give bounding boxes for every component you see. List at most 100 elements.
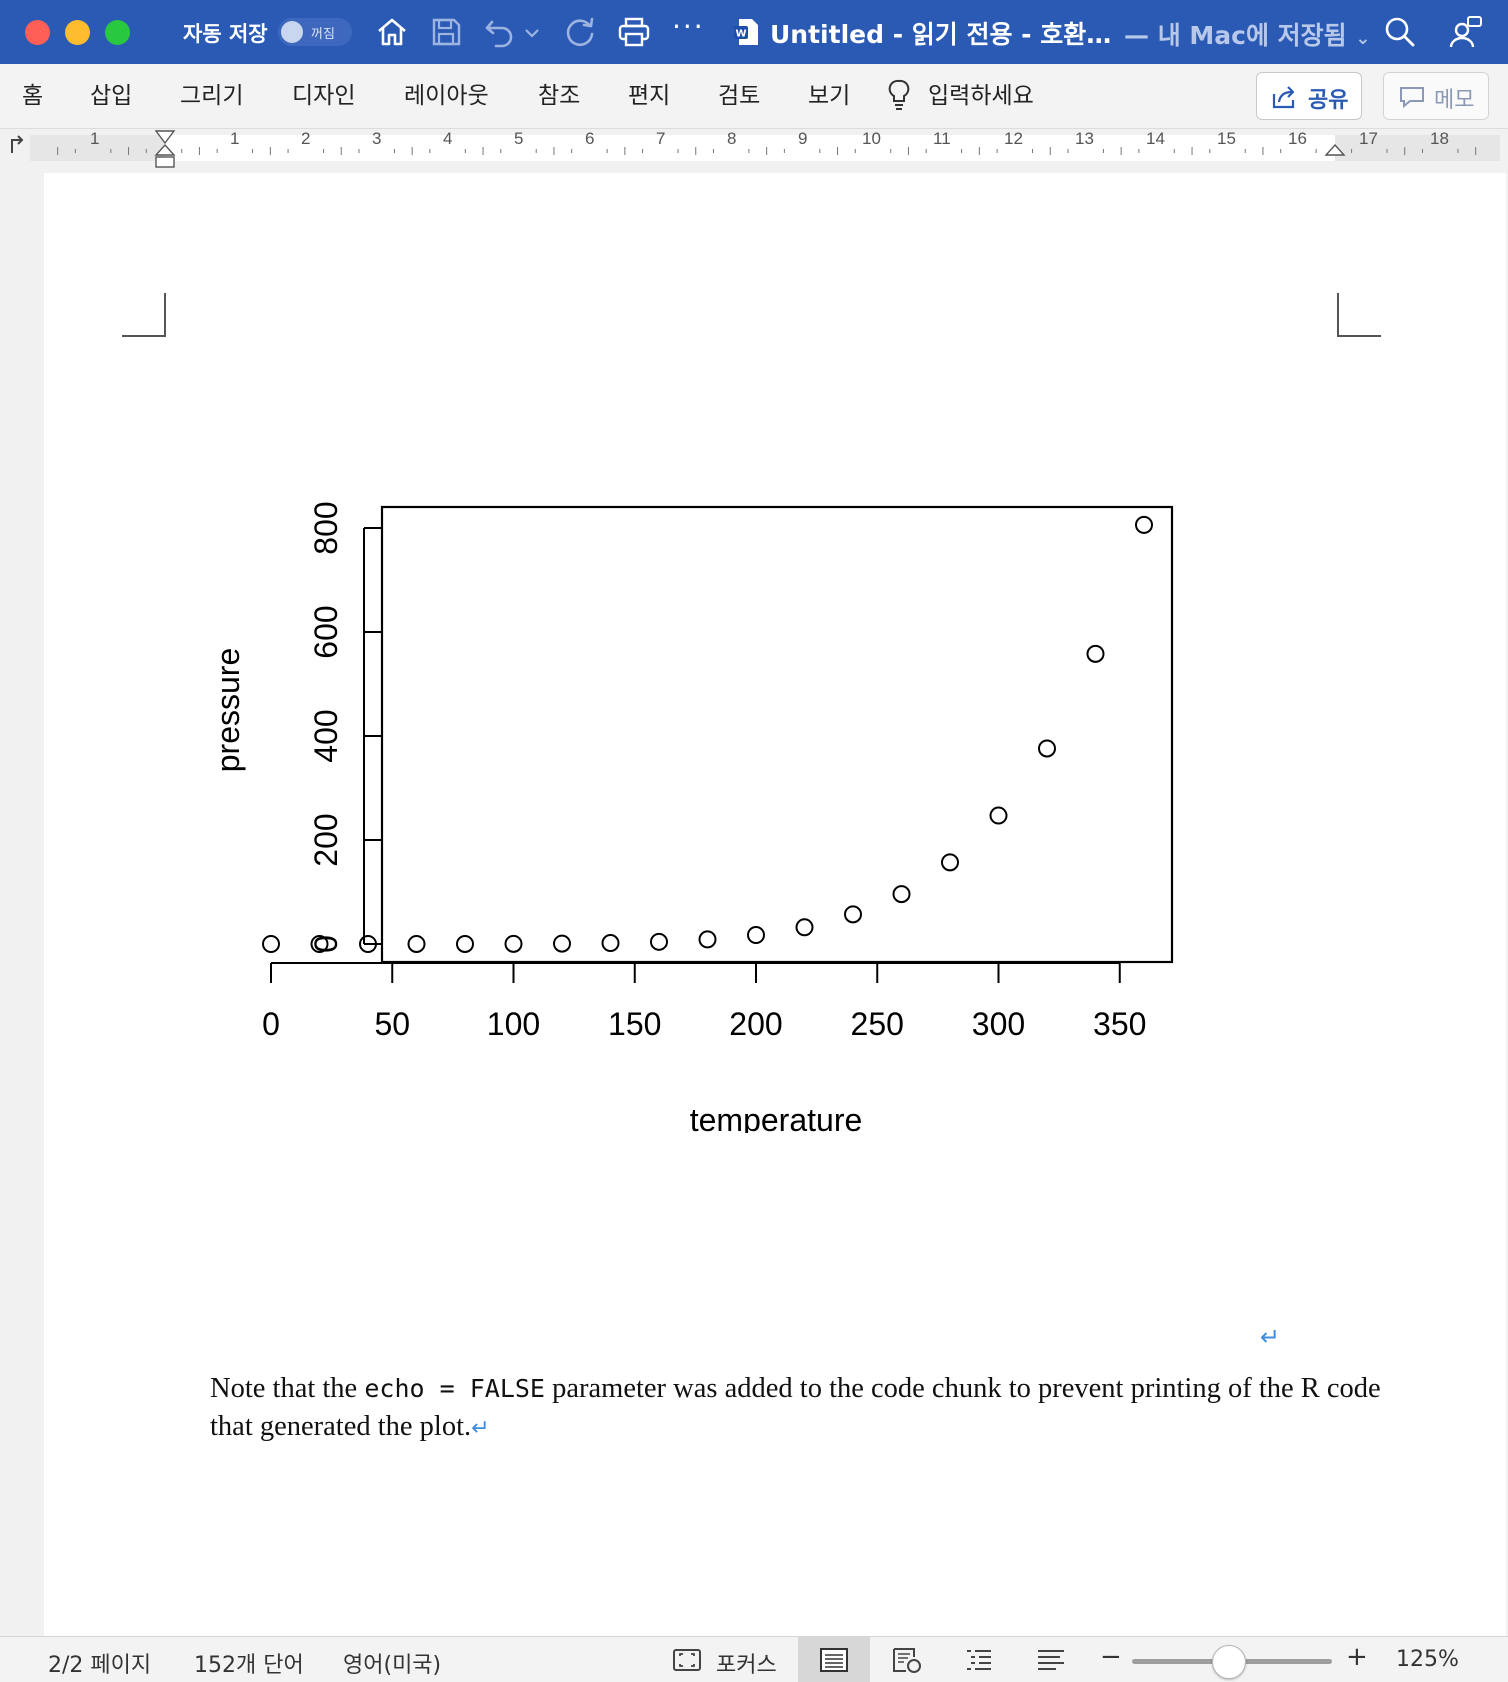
tab-view[interactable]: 보기 xyxy=(808,83,851,109)
ruler-strip xyxy=(30,135,1500,161)
x-tick-label: 50 xyxy=(374,1006,410,1042)
ruler-number: 11 xyxy=(933,129,951,148)
data-point xyxy=(407,934,426,953)
code-echo: echo xyxy=(364,1374,425,1403)
print-layout-view-button[interactable] xyxy=(798,1637,870,1682)
data-point xyxy=(1038,739,1056,758)
search-icon[interactable] xyxy=(1382,14,1418,50)
more-commands-icon[interactable]: ··· xyxy=(672,10,705,43)
ruler-number: 12 xyxy=(1004,129,1023,148)
tab-layout[interactable]: 레이아웃 xyxy=(404,83,489,109)
y-tick-label: 0 xyxy=(308,935,344,953)
tab-home[interactable]: 홈 xyxy=(22,83,44,109)
share-label: 공유 xyxy=(1308,88,1349,113)
zoom-in-button[interactable]: + xyxy=(1346,1642,1368,1672)
comment-icon xyxy=(1400,87,1424,109)
toggle-knob xyxy=(281,21,303,43)
zoom-out-button[interactable]: − xyxy=(1100,1642,1122,1672)
scatter-plot: 0 50 100 150 200 250 300 350 0 200 400 600 800 temper… xyxy=(210,501,1174,1138)
x-tick-label: 300 xyxy=(972,1006,1025,1042)
zoom-window-button[interactable] xyxy=(105,20,130,45)
first-line-indent-marker[interactable] xyxy=(153,129,177,173)
tab-insert[interactable]: 삽입 xyxy=(90,83,133,109)
right-indent-marker[interactable] xyxy=(1323,129,1347,173)
close-window-button[interactable] xyxy=(25,20,50,45)
language-indicator[interactable]: 영어(미국) xyxy=(343,1653,442,1678)
ruler-number: 14 xyxy=(1146,129,1165,148)
data-point xyxy=(553,934,571,953)
status-bar: 2/2 페이지 152개 단어 영어(미국) 포커스 − + 1 xyxy=(0,1636,1508,1682)
save-location-text: — 내 Mac에 저장됨 xyxy=(1124,21,1347,50)
ruler-number: 1 xyxy=(90,129,100,148)
minimize-window-button[interactable] xyxy=(65,20,90,45)
undo-icon[interactable] xyxy=(482,14,518,50)
share-button[interactable]: 공유 xyxy=(1256,72,1362,120)
ruler-number: 1 xyxy=(230,129,240,148)
tab-selector-icon[interactable] xyxy=(8,135,26,155)
crop-mark-top-right xyxy=(1337,293,1381,337)
outline-view-icon[interactable] xyxy=(964,1647,994,1673)
document-page[interactable]: 0 50 100 150 200 250 300 350 0 200 400 600 800 temper… xyxy=(44,173,1506,1636)
data-point xyxy=(359,934,377,953)
tab-draw[interactable]: 그리기 xyxy=(180,83,244,109)
autosave-label: 자동 저장 xyxy=(183,22,268,46)
data-point xyxy=(747,926,765,945)
ruler-number: 6 xyxy=(585,129,595,148)
focus-icon[interactable] xyxy=(672,1647,702,1673)
tab-mailings[interactable]: 편지 xyxy=(628,83,671,109)
autosave-toggle[interactable]: 꺼짐 xyxy=(278,18,352,46)
ruler-number: 5 xyxy=(514,129,524,148)
ruler-number: 4 xyxy=(443,129,453,148)
paragraph-text-2: parameter was added to the code chunk to… xyxy=(210,1373,1381,1442)
print-layout-icon xyxy=(820,1648,848,1672)
tab-design[interactable]: 디자인 xyxy=(292,83,356,109)
draft-view-icon[interactable] xyxy=(1036,1647,1066,1673)
share-icon xyxy=(1272,86,1295,109)
page-count[interactable]: 2/2 페이지 xyxy=(48,1653,152,1678)
scatter-plot-image[interactable]: 0 50 100 150 200 250 300 350 0 200 400 600 800 temper… xyxy=(184,483,1204,1138)
undo-dropdown-icon[interactable] xyxy=(522,14,542,50)
save-icon[interactable] xyxy=(428,14,464,50)
y-tick-label: 800 xyxy=(308,501,344,554)
word-count[interactable]: 152개 단어 xyxy=(194,1653,304,1678)
tell-me-search[interactable]: 입력하세요 xyxy=(928,83,1034,109)
redo-icon[interactable] xyxy=(562,14,598,50)
x-tick-label: 200 xyxy=(729,1006,782,1042)
x-tick-label: 100 xyxy=(487,1006,540,1042)
zoom-level[interactable]: 125% xyxy=(1396,1647,1459,1672)
tab-references[interactable]: 참조 xyxy=(538,83,581,109)
ruler-number: 7 xyxy=(656,129,666,148)
title-bar: 자동 저장 꺼짐 ··· xyxy=(0,0,1508,64)
web-layout-icon[interactable] xyxy=(892,1647,922,1673)
x-tick-label: 0 xyxy=(262,1006,280,1042)
ruler-number: 2 xyxy=(301,129,311,148)
data-point xyxy=(698,930,717,949)
data-point xyxy=(1135,515,1153,534)
save-location-status[interactable]: — 내 Mac에 저장됨 ⌄ xyxy=(1124,16,1371,52)
ruler-number: 13 xyxy=(1075,129,1094,148)
ruler-ticks xyxy=(57,147,1477,155)
focus-mode-button[interactable]: 포커스 xyxy=(716,1653,777,1678)
ruler-number: 8 xyxy=(727,129,737,148)
print-icon[interactable] xyxy=(616,14,652,50)
data-point xyxy=(504,934,523,953)
account-icon[interactable] xyxy=(1448,14,1484,50)
horizontal-ruler[interactable]: 1 1 2 3 4 5 6 7 8 9 10 11 12 13 14 15 16… xyxy=(0,129,1508,173)
document-canvas[interactable]: 0 50 100 150 200 250 300 350 0 200 400 600 800 temper… xyxy=(0,173,1508,1636)
data-point xyxy=(892,885,911,904)
lightbulb-icon xyxy=(888,79,910,110)
data-point xyxy=(1086,644,1105,663)
data-point xyxy=(262,934,280,953)
comments-button[interactable]: 메모 xyxy=(1383,72,1489,120)
zoom-slider-thumb[interactable] xyxy=(1212,1645,1246,1679)
memo-label: 메모 xyxy=(1434,88,1475,113)
home-icon[interactable] xyxy=(374,14,410,50)
ruler-number: 15 xyxy=(1217,129,1236,148)
chevron-down-icon: ⌄ xyxy=(1355,28,1371,49)
document-title[interactable]: Untitled - 읽기 전용 - 호환… xyxy=(770,20,1112,49)
tab-review[interactable]: 검토 xyxy=(718,83,761,109)
data-point xyxy=(844,905,862,924)
body-paragraph[interactable]: Note that the echo = FALSE parameter was… xyxy=(210,1370,1390,1448)
data-point xyxy=(310,934,329,953)
paragraph-mark: ↵ xyxy=(471,1416,490,1441)
